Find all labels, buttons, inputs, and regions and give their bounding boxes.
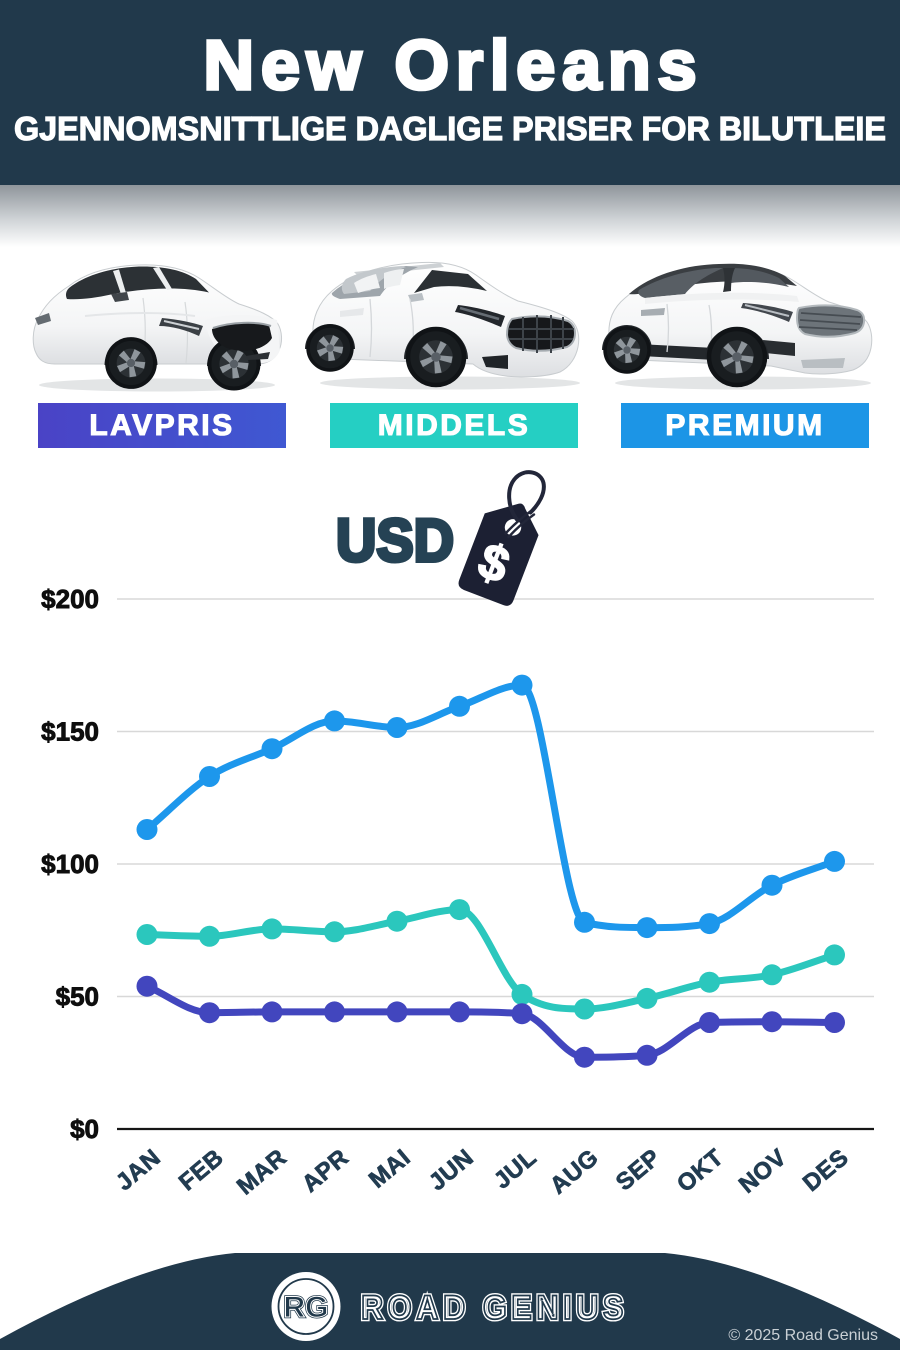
- svg-text:$150: $150: [41, 717, 99, 747]
- svg-text:$50: $50: [56, 982, 99, 1012]
- svg-text:MAR: MAR: [232, 1144, 292, 1200]
- svg-text:RG: RG: [284, 1291, 329, 1324]
- svg-text:ROAD GENIUS: ROAD GENIUS: [361, 1289, 628, 1327]
- svg-text:PREMIUM: PREMIUM: [665, 409, 824, 442]
- svg-text:$0: $0: [70, 1114, 99, 1144]
- svg-text:JUN: JUN: [424, 1144, 479, 1196]
- svg-text:© 2025 Road Genius: © 2025 Road Genius: [728, 1327, 878, 1344]
- svg-text:USD: USD: [336, 507, 454, 574]
- svg-text:APR: APR: [297, 1144, 354, 1198]
- svg-text:GJENNOMSNITTLIGE DAGLIGE PRISE: GJENNOMSNITTLIGE DAGLIGE PRISER FOR BILU…: [14, 110, 886, 147]
- svg-text:FEB: FEB: [174, 1144, 229, 1196]
- svg-text:ROAD GENIUS: ROAD GENIUS: [361, 1289, 628, 1327]
- svg-text:$100: $100: [41, 849, 99, 879]
- svg-text:RG: RG: [284, 1291, 329, 1324]
- svg-text:AUG: AUG: [545, 1144, 604, 1200]
- svg-text:JUL: JUL: [489, 1144, 542, 1195]
- svg-text:LAVPRIS: LAVPRIS: [89, 409, 234, 442]
- svg-text:OKT: OKT: [672, 1144, 729, 1198]
- svg-text:JAN: JAN: [111, 1144, 166, 1196]
- svg-text:DES: DES: [798, 1144, 854, 1197]
- svg-text:SEP: SEP: [611, 1144, 666, 1196]
- svg-text:$200: $200: [41, 584, 99, 614]
- svg-text:MIDDELS: MIDDELS: [378, 409, 531, 442]
- svg-text:NOV: NOV: [734, 1144, 792, 1199]
- svg-text:MAI: MAI: [364, 1144, 416, 1194]
